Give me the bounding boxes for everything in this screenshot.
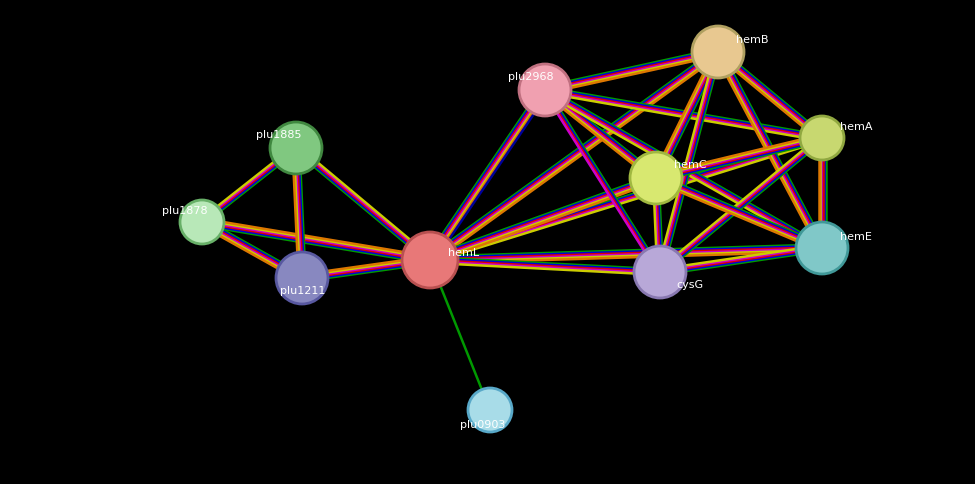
Circle shape [180,200,224,244]
Text: plu1211: plu1211 [280,286,326,296]
Text: hemE: hemE [840,232,872,242]
Circle shape [468,388,512,432]
Text: hemL: hemL [448,248,479,258]
Text: cysG: cysG [676,280,703,290]
Circle shape [796,222,848,274]
Circle shape [630,152,682,204]
Circle shape [692,26,744,78]
Circle shape [270,122,322,174]
Text: hemC: hemC [674,160,707,170]
Text: plu2968: plu2968 [508,72,554,82]
Circle shape [519,64,571,116]
Text: hemA: hemA [840,122,873,132]
Text: plu1878: plu1878 [162,206,208,216]
Text: plu0903: plu0903 [460,420,505,430]
Circle shape [800,116,844,160]
Circle shape [402,232,458,288]
Circle shape [276,252,328,304]
Text: plu1885: plu1885 [256,130,301,140]
Circle shape [634,246,686,298]
Text: hemB: hemB [736,35,768,45]
